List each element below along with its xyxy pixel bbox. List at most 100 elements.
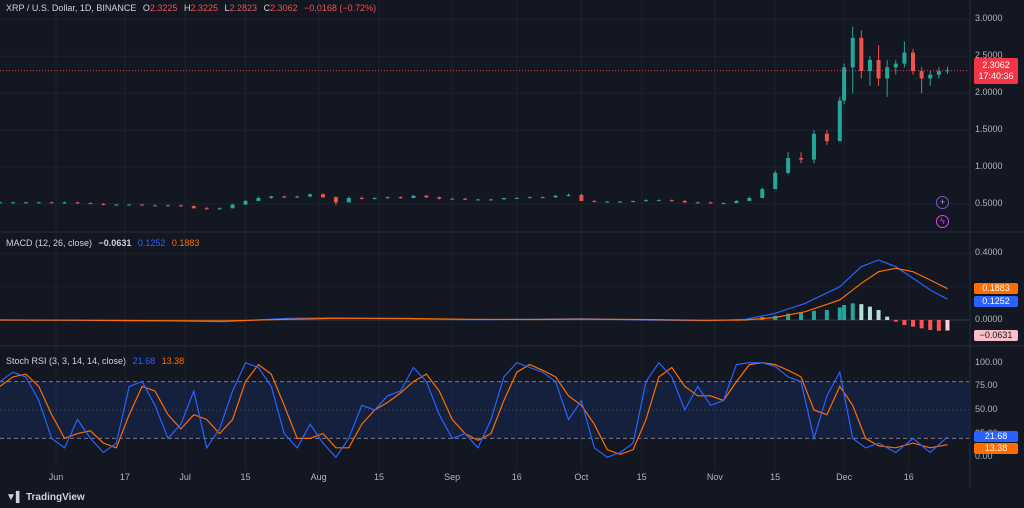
candle-body (631, 200, 636, 202)
last-price-badge: 2.3062 17:40:36 (974, 58, 1018, 84)
time-tick-label: Jun (48, 472, 64, 482)
time-tick-label: Dec (836, 472, 853, 482)
macd-hist-value: −0.0631 (98, 238, 132, 248)
macd-title[interactable]: MACD (12, 26, close) (6, 238, 93, 248)
macd-signal-value: 0.1883 (171, 238, 200, 248)
candle-body (618, 201, 623, 203)
candle-body (867, 59, 872, 72)
time-tick-label: 16 (511, 472, 522, 482)
signal-badge: 0.1883 (974, 283, 1018, 294)
candle-body (786, 158, 791, 173)
candles (0, 26, 950, 210)
time-tick-label: 15 (240, 472, 251, 482)
lightning-circle-icon[interactable]: ϟ (936, 215, 949, 228)
candle-body (527, 197, 532, 199)
time-tick-label: Nov (706, 472, 723, 482)
candle-body (579, 195, 584, 201)
brand-name: TradingView (25, 492, 85, 503)
candle-body (553, 195, 558, 198)
footer-bar: ▼▌ TradingView (0, 487, 1024, 508)
high-label: H (183, 3, 191, 13)
open-label: O (142, 3, 150, 13)
candle-body (669, 200, 674, 202)
candle-body (0, 202, 2, 204)
candle-body (385, 197, 390, 199)
macd-tick-label: 0.0000 (975, 314, 1003, 324)
candle-body (230, 204, 235, 209)
candle-body (359, 197, 364, 199)
price-tick-label: 2.5000 (975, 50, 1003, 61)
macd-legend: MACD (12, 26, close) −0.0631 0.1252 0.18… (6, 238, 203, 248)
candle-body (734, 200, 739, 204)
time-tick-label: 17 (119, 472, 130, 482)
stoch-d-badge: 13.38 (974, 443, 1018, 454)
macd-hist-bar (867, 306, 872, 320)
macd-line (0, 259, 948, 323)
candle-body (773, 172, 778, 190)
candle-body (295, 196, 300, 198)
stoch-title[interactable]: Stoch RSI (3, 3, 14, 14, close) (6, 356, 127, 366)
candle-body (463, 198, 468, 200)
tradingview-logo[interactable]: ▼▌ TradingView (6, 492, 85, 503)
macd-hist-bar (902, 320, 907, 325)
candle-body (127, 204, 132, 206)
open-value: 2.3225 (149, 3, 178, 13)
candle-body (945, 70, 950, 72)
candle-body (49, 202, 54, 204)
candle-body (592, 200, 597, 202)
candle-body (165, 205, 170, 207)
candle-body (333, 197, 338, 203)
symbol-title[interactable]: XRP / U.S. Dollar, 1D, BINANCE (6, 3, 137, 13)
change-value: −0.0168 (−0.72%) (304, 3, 377, 13)
candle-body (876, 59, 881, 79)
price-tick-label: 1.0000 (975, 160, 1003, 171)
candle-body (842, 67, 847, 101)
candle-body (178, 205, 183, 207)
macd-histogram (734, 303, 950, 331)
candle-body (936, 71, 941, 75)
candle-body (682, 200, 687, 203)
candle-body (23, 202, 28, 204)
time-tick-label: 16 (903, 472, 914, 482)
candle-body (514, 197, 519, 199)
macd-hist-bar (824, 310, 829, 320)
candle-body (243, 200, 248, 205)
candle-body (217, 208, 222, 210)
time-tick-label: 15 (770, 472, 781, 482)
close-value: 2.3062 (270, 3, 298, 13)
candle-body (398, 197, 403, 199)
time-tick-label: Jul (179, 472, 191, 482)
macd-hist-bar (837, 307, 842, 320)
close-label: C (263, 3, 271, 13)
candle-body (269, 196, 274, 198)
macd-hist-bar (842, 305, 847, 320)
stoch-k-line (0, 361, 948, 459)
candle-body (799, 158, 804, 160)
macd-hist-bar (893, 320, 898, 322)
stoch-tick-label: 75.00 (975, 380, 998, 391)
candle-body (885, 67, 890, 79)
low-value: 2.2823 (229, 3, 258, 13)
indicator-lines (0, 259, 948, 459)
price-tick-label: 3.0000 (975, 13, 1003, 24)
candle-body (101, 203, 106, 205)
candle-body (256, 197, 261, 201)
price-tick-label: 2.0000 (975, 87, 1003, 98)
macd-badge: 0.1252 (974, 296, 1018, 307)
macd-hist-bar (928, 320, 933, 330)
candle-body (346, 197, 351, 203)
time-tick-label: Sep (444, 472, 461, 482)
macd-hist-bar (799, 312, 804, 320)
candle-body (850, 37, 855, 68)
candle-body (859, 37, 864, 72)
plus-circle-icon[interactable]: + (936, 196, 949, 209)
macd-hist-bar (859, 304, 864, 320)
main-legend: XRP / U.S. Dollar, 1D, BINANCE O2.3225 H… (6, 3, 380, 13)
candle-body (928, 74, 933, 79)
time-tick-label: 15 (636, 472, 647, 482)
candle-body (501, 197, 506, 200)
macd-hist-bar (945, 320, 950, 331)
macd-hist-bar (936, 320, 941, 331)
candle-body (437, 197, 442, 199)
time-tick-label: Aug (310, 472, 327, 482)
